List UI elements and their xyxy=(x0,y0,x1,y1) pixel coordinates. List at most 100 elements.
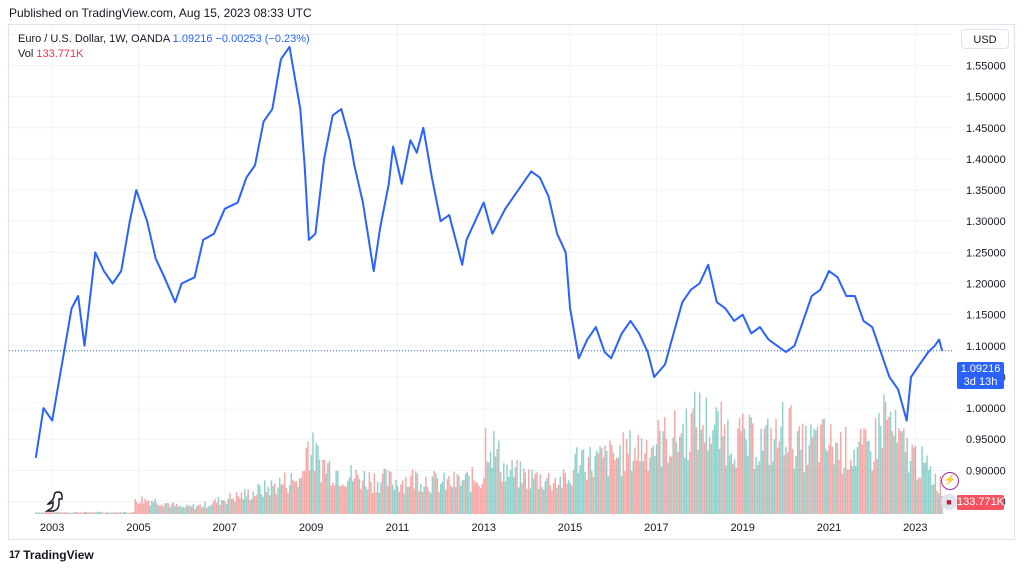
volume-bar xyxy=(144,498,147,514)
volume-bar xyxy=(436,478,439,514)
volume-bar xyxy=(768,464,771,514)
volume-bar xyxy=(617,457,620,514)
volume-bar xyxy=(597,453,600,514)
volume-bar xyxy=(557,484,560,514)
x-tick-label: 2015 xyxy=(558,522,582,534)
volume-bar xyxy=(282,484,284,514)
volume-bar xyxy=(328,460,331,514)
volume-bar xyxy=(129,512,132,514)
volume-bar xyxy=(298,478,301,514)
volume-bar xyxy=(622,432,625,514)
volume-bar xyxy=(149,505,151,514)
volume-bar xyxy=(637,435,640,514)
volume-bar xyxy=(156,503,158,514)
volume-bar xyxy=(242,499,244,514)
volume-bar xyxy=(894,409,897,514)
volume-bar xyxy=(674,410,676,514)
volume-bar xyxy=(205,507,208,514)
volume-bar xyxy=(358,479,361,514)
x-tick-label: 2005 xyxy=(126,522,150,534)
volume-bar xyxy=(924,462,927,514)
volume-bar xyxy=(393,489,396,514)
volume-bar xyxy=(625,439,628,514)
volume-bar xyxy=(146,501,148,514)
volume-bar xyxy=(292,479,294,514)
volume-bar xyxy=(511,460,513,514)
volume-bar xyxy=(278,477,281,514)
volume-bar xyxy=(667,462,669,514)
volume-bar xyxy=(275,494,278,514)
volume-bar xyxy=(869,451,872,514)
volume-bar xyxy=(219,504,221,514)
volume-bar xyxy=(476,482,478,514)
volume-bar xyxy=(267,487,269,514)
price-line xyxy=(34,45,944,459)
volume-bar xyxy=(521,483,523,514)
volume-bar xyxy=(51,512,54,514)
volume-bar xyxy=(524,472,527,514)
volume-bar xyxy=(262,496,264,514)
volume-bar xyxy=(697,449,699,514)
volume-bar xyxy=(265,492,268,514)
volume-bar xyxy=(891,430,893,514)
volume-bar xyxy=(831,446,834,514)
volume-bar xyxy=(194,508,196,514)
volume-bar xyxy=(740,430,742,514)
volume-bar xyxy=(542,489,545,514)
volume-bar xyxy=(660,466,663,514)
volume-bar xyxy=(659,430,661,514)
volume-bar xyxy=(509,470,512,514)
chart-frame xyxy=(8,24,1015,540)
volume-bar xyxy=(632,460,635,514)
volume-bar xyxy=(532,479,535,514)
symbol-title[interactable]: Euro / U.S. Dollar, 1W, OANDA xyxy=(18,33,170,45)
volume-bar xyxy=(934,473,937,514)
volume-bar xyxy=(844,426,847,514)
volume-bar xyxy=(104,512,107,514)
volume-bar xyxy=(929,466,932,514)
volume-bar xyxy=(594,456,596,514)
volume-bar xyxy=(846,469,849,514)
volume-bar xyxy=(388,470,391,514)
volume-bar xyxy=(685,408,688,514)
currency-button[interactable]: USD xyxy=(961,29,1009,49)
volume-bar xyxy=(204,501,206,514)
volume-bar xyxy=(514,467,517,514)
footer-brand[interactable]: 17 TradingView xyxy=(9,548,94,562)
volume-bar xyxy=(707,450,709,514)
volume-bar xyxy=(765,425,767,514)
volume-bar xyxy=(610,444,613,514)
volume-bar xyxy=(687,460,689,514)
volume-label[interactable]: Vol xyxy=(18,48,34,60)
volume-bar xyxy=(147,500,150,514)
published-caption: Published on TradingView.com, Aug 15, 20… xyxy=(9,6,312,20)
volume-bar xyxy=(78,512,80,514)
volume-bar xyxy=(858,441,860,514)
volume-bar xyxy=(260,494,263,514)
volume-bar xyxy=(330,485,332,514)
volume-bar xyxy=(816,427,819,514)
volume-bar xyxy=(88,512,90,514)
y-tick-label: 1.35000 xyxy=(966,185,1006,197)
volume-bar xyxy=(615,457,618,514)
volume-bar xyxy=(669,455,671,514)
volume-bar xyxy=(566,483,568,514)
us-flag-icon[interactable]: ■ xyxy=(941,494,957,510)
volume-bar xyxy=(559,476,561,514)
volume-bar xyxy=(116,512,118,514)
volume-bar xyxy=(642,460,644,514)
flash-icon[interactable]: ⚡ xyxy=(941,472,959,490)
volume-bar xyxy=(59,512,62,514)
volume-bar xyxy=(670,456,673,514)
volume-bar xyxy=(315,443,317,514)
volume-bar xyxy=(167,503,170,514)
volume-bar xyxy=(277,487,279,514)
volume-bar xyxy=(353,478,356,514)
volume-bar xyxy=(64,512,67,514)
volume-bar xyxy=(620,476,623,514)
volume-bar xyxy=(793,468,796,514)
volume-bar xyxy=(444,489,447,514)
volume-bar xyxy=(833,463,835,514)
volume-bar xyxy=(99,511,102,514)
